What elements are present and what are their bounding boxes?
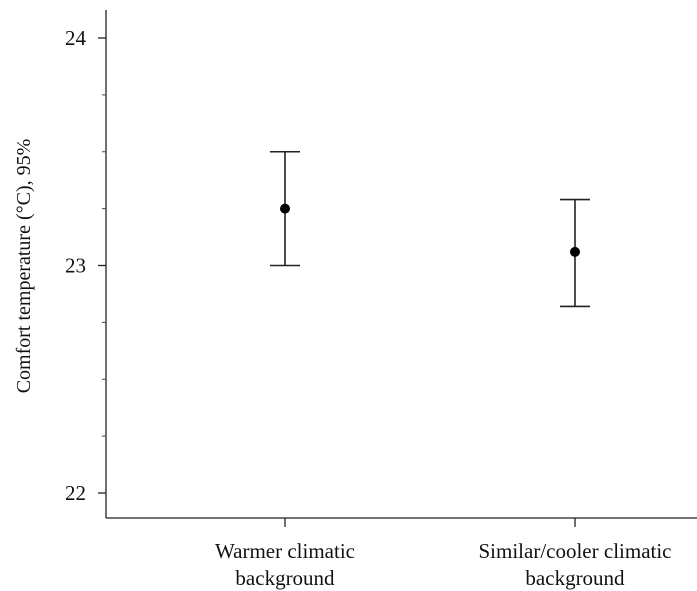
mean-point (280, 203, 290, 214)
chart-marks (270, 150, 590, 308)
y-tick-label: 22 (65, 481, 86, 505)
x-category-label: Warmer climatic (215, 539, 355, 563)
y-axis-title: Comfort temperature (°C), 95% (13, 139, 35, 394)
y-tick-label: 24 (65, 26, 87, 50)
chart-labels: 22 23 24 Warmer climatic background Similar/c… (13, 26, 672, 590)
x-category-label: Similar/cooler climatic (478, 539, 671, 563)
mean-point (570, 246, 580, 257)
axes (98, 10, 697, 527)
x-category-label: background (525, 566, 625, 590)
y-tick-label: 23 (65, 254, 86, 278)
x-category-label: background (235, 566, 335, 590)
